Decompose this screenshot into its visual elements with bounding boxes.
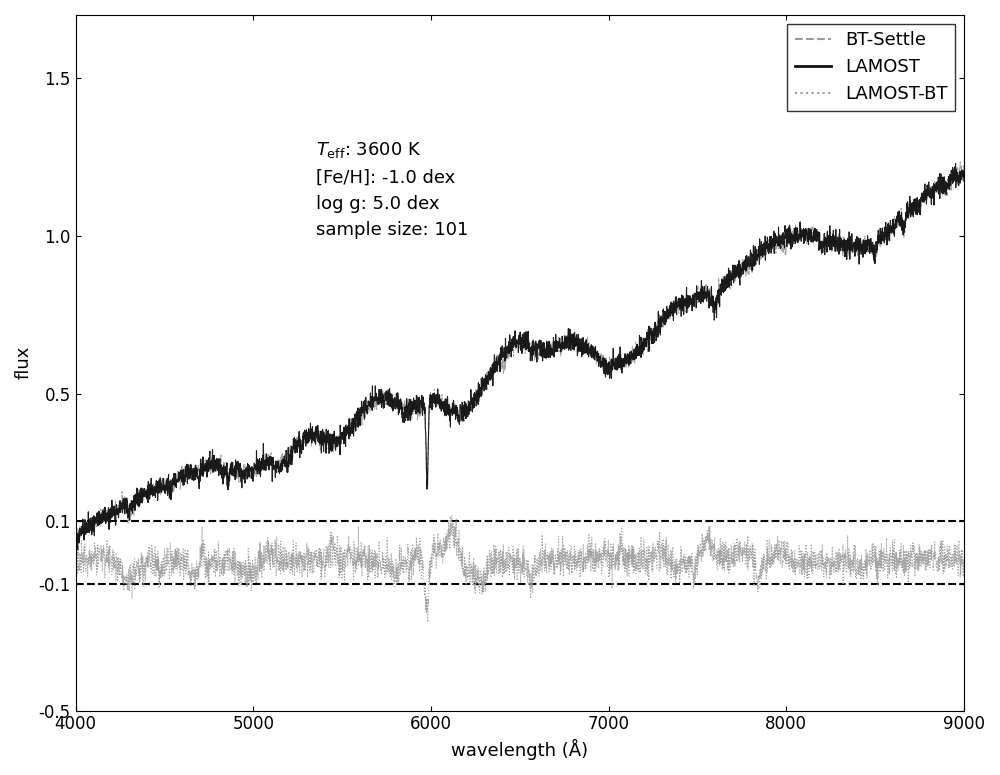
LAMOST-BT bbox=[70, 560, 82, 569]
Line: LAMOST: LAMOST bbox=[76, 164, 964, 550]
X-axis label: wavelength (Å): wavelength (Å) bbox=[451, 739, 588, 760]
LAMOST bbox=[950, 159, 962, 168]
LAMOST bbox=[443, 400, 455, 409]
BT-Settle bbox=[931, 181, 943, 190]
LAMOST-BT bbox=[931, 557, 943, 567]
LAMOST bbox=[72, 546, 84, 555]
LAMOST-BT bbox=[958, 564, 970, 573]
BT-Settle bbox=[70, 529, 82, 539]
Text: $T_{\rm eff}$: 3600 K
[Fe/H]: -1.0 dex
log g: 5.0 dex
sample size: 101: $T_{\rm eff}$: 3600 K [Fe/H]: -1.0 dex l… bbox=[316, 140, 468, 239]
BT-Settle bbox=[954, 157, 966, 167]
LAMOST bbox=[492, 358, 504, 367]
BT-Settle bbox=[450, 403, 462, 412]
LAMOST-BT bbox=[446, 512, 458, 521]
LAMOST-BT bbox=[443, 533, 455, 542]
Line: BT-Settle: BT-Settle bbox=[76, 162, 964, 541]
BT-Settle bbox=[715, 283, 727, 292]
LAMOST bbox=[887, 215, 899, 224]
LAMOST bbox=[931, 177, 943, 187]
LAMOST bbox=[958, 177, 970, 186]
Line: LAMOST-BT: LAMOST-BT bbox=[76, 516, 964, 622]
BT-Settle bbox=[443, 406, 455, 415]
LAMOST bbox=[70, 532, 82, 542]
Legend: BT-Settle, LAMOST, LAMOST-BT: BT-Settle, LAMOST, LAMOST-BT bbox=[787, 24, 955, 111]
BT-Settle bbox=[887, 218, 899, 227]
LAMOST bbox=[450, 405, 462, 414]
LAMOST-BT bbox=[887, 549, 899, 558]
BT-Settle bbox=[73, 536, 85, 546]
LAMOST-BT bbox=[422, 618, 434, 627]
BT-Settle bbox=[492, 356, 504, 366]
LAMOST-BT bbox=[715, 540, 727, 549]
BT-Settle bbox=[958, 166, 970, 175]
LAMOST-BT bbox=[450, 515, 462, 524]
LAMOST-BT bbox=[492, 553, 504, 562]
LAMOST bbox=[715, 287, 727, 296]
Y-axis label: flux: flux bbox=[15, 346, 33, 380]
